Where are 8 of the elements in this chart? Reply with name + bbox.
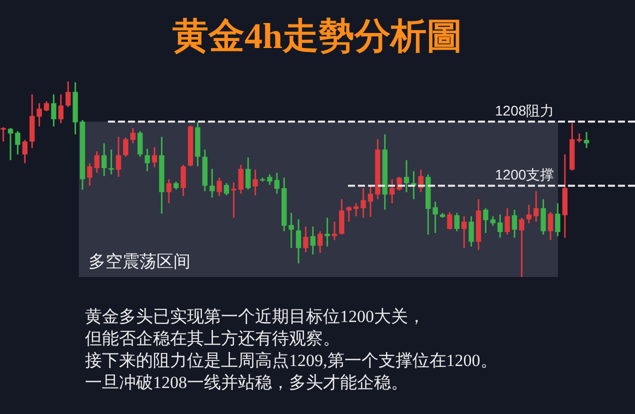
text: 接下来的阻力位是上周高点1209,第一个支撑位在1200。 xyxy=(85,351,498,370)
ref-line-label: 1200支撑 xyxy=(495,166,554,183)
band-label: 多空震荡区间 xyxy=(88,252,190,271)
text: 黄金多头已实现第一个近期目标位1200大关， xyxy=(85,307,425,326)
text: 一旦冲破1208一线并站稳，多头才能企稳。 xyxy=(85,373,408,392)
ref-line-label: 1208阻力 xyxy=(495,102,554,119)
text: 但能否企稳在其上方还有待观察。 xyxy=(85,329,340,348)
chart-title: 黄金4h走勢分析圖 xyxy=(172,16,463,56)
